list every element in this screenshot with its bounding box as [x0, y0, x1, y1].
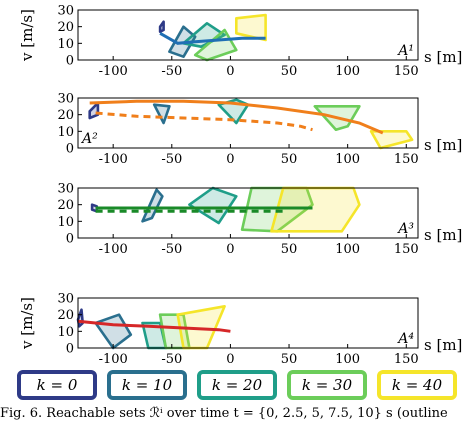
reachable-set-k0 — [88, 101, 100, 120]
trajectory-solid — [159, 31, 266, 45]
reachable-set-k10 — [141, 188, 164, 223]
x-axis-title: s [m] — [424, 48, 462, 66]
x-tick-label: 50 — [281, 64, 298, 79]
legend-box-k10 — [107, 370, 187, 400]
reachable-set-k10 — [94, 313, 133, 350]
y-tick-label: 30 — [57, 182, 74, 197]
plot-frame — [77, 297, 419, 349]
x-tick-label: 50 — [281, 242, 298, 257]
legend-box-k0 — [17, 370, 97, 400]
y-axis-title: v [m/s] — [18, 9, 36, 62]
trajectory-solid — [77, 319, 231, 333]
x-axis-title: s [m] — [424, 136, 462, 154]
x-tick-label: 100 — [335, 152, 360, 167]
y-tick-label: 20 — [57, 108, 74, 123]
x-tick-label: -50 — [161, 64, 182, 79]
y-tick-label: 20 — [57, 308, 74, 323]
reachable-set-k20 — [188, 186, 238, 225]
x-tick-label: -100 — [99, 152, 128, 167]
legend: k = 0 k = 10 k = 20 k = 30 k = 40 — [17, 370, 457, 400]
x-tick-label: 150 — [394, 64, 419, 79]
legend-label: k = 40 — [392, 376, 443, 394]
y-tick-label: 10 — [57, 125, 74, 140]
plot-frame — [77, 187, 419, 239]
x-tick-label: -50 — [161, 242, 182, 257]
x-tick-label: 100 — [335, 352, 360, 367]
y-tick-label: 30 — [57, 292, 74, 307]
panel-label: A⁴ — [396, 331, 414, 347]
y-tick-label: 10 — [57, 37, 74, 52]
reachable-set-k10 — [152, 103, 171, 125]
legend-label: k = 10 — [122, 376, 173, 394]
reachable-set-k0 — [76, 308, 84, 328]
reachable-set-k40 — [270, 186, 361, 233]
legend-label: k = 0 — [37, 376, 78, 394]
plot-frame — [77, 9, 419, 61]
y-tick-label: 0 — [66, 142, 74, 157]
x-tick-label: 0 — [226, 152, 234, 167]
x-tick-label: -50 — [161, 352, 182, 367]
y-tick-label: 10 — [57, 215, 74, 230]
x-tick-label: 0 — [226, 242, 234, 257]
x-tick-label: 150 — [394, 352, 419, 367]
reachable-set-k40 — [235, 13, 267, 42]
legend-label: k = 20 — [212, 376, 263, 394]
x-tick-label: 100 — [335, 242, 360, 257]
y-tick-label: 20 — [57, 198, 74, 213]
legend-box-k30 — [287, 370, 367, 400]
y-tick-label: 0 — [66, 342, 74, 357]
x-axis-title: s [m] — [424, 336, 462, 354]
x-tick-label: 50 — [281, 352, 298, 367]
y-tick-label: 0 — [66, 232, 74, 247]
x-tick-label: 100 — [335, 64, 360, 79]
x-tick-label: -100 — [99, 242, 128, 257]
panel-label: A² — [80, 131, 98, 147]
x-tick-label: -50 — [161, 152, 182, 167]
legend-label: k = 30 — [302, 376, 353, 394]
figure-caption: Fig. 6. Reachable sets ℛ̂ⁱ over time t =… — [0, 406, 448, 421]
y-tick-label: 30 — [57, 4, 74, 19]
x-axis-title: s [m] — [424, 226, 462, 244]
y-tick-label: 10 — [57, 325, 74, 340]
x-tick-label: -100 — [99, 352, 128, 367]
reachable-set-k30 — [193, 28, 238, 62]
x-tick-label: 150 — [394, 152, 419, 167]
x-tick-label: 150 — [394, 242, 419, 257]
reachable-set-k0 — [158, 20, 165, 34]
y-tick-label: 20 — [57, 20, 74, 35]
legend-box-k20 — [197, 370, 277, 400]
x-tick-label: 0 — [226, 352, 234, 367]
y-tick-label: 30 — [57, 92, 74, 107]
x-tick-label: 50 — [281, 152, 298, 167]
reachable-set-k40 — [369, 130, 414, 150]
y-tick-label: 0 — [66, 54, 74, 69]
legend-box-k40 — [377, 370, 457, 400]
panel-label: A¹ — [396, 43, 414, 59]
plot-frame — [77, 97, 419, 149]
x-tick-label: -100 — [99, 64, 128, 79]
trajectory-solid — [89, 99, 384, 135]
x-tick-label: 0 — [226, 64, 234, 79]
trajectory-dashed — [95, 111, 313, 132]
y-axis-title: v [m/s] — [18, 297, 36, 350]
panel-label: A³ — [396, 221, 414, 237]
